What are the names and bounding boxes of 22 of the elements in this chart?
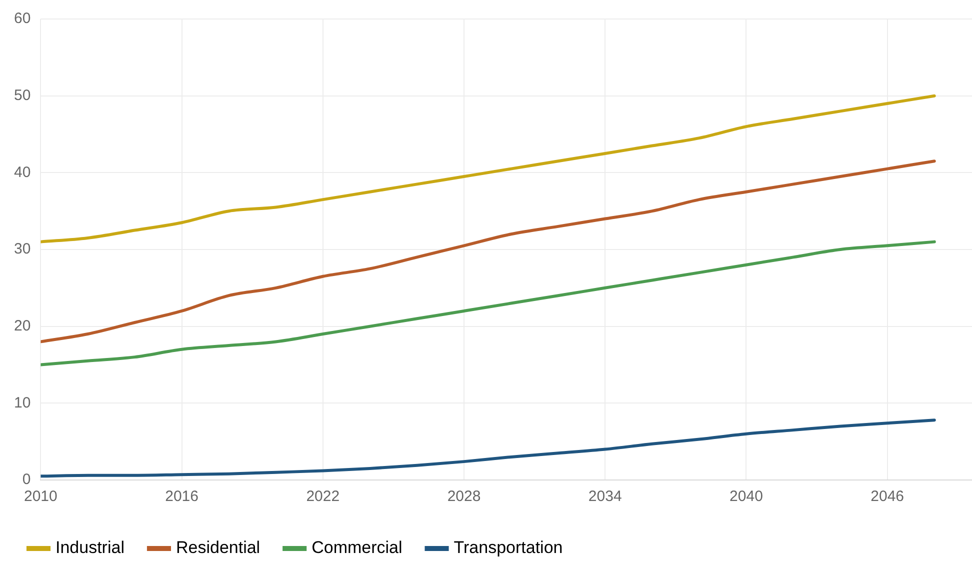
y-tick-label: 40 (14, 164, 31, 181)
y-tick-label: 60 (14, 10, 31, 28)
line-series (40, 240, 936, 366)
x-tick-label: 2046 (870, 488, 904, 506)
y-tick-label: 20 (14, 317, 31, 334)
legend-label: Residential (176, 538, 260, 558)
line-series (40, 160, 936, 344)
x-tick-label: 2016 (165, 488, 198, 506)
legend-label: Transportation (454, 538, 563, 558)
x-tick-label: 2034 (588, 488, 622, 506)
line-series (40, 418, 936, 478)
y-tick-label: 50 (14, 86, 31, 104)
x-tick-label: 2022 (306, 488, 340, 506)
y-tick-label: 30 (14, 240, 31, 258)
legend-label: Industrial (56, 538, 124, 558)
line-series (40, 94, 936, 244)
legend-label: Commercial (312, 538, 402, 558)
x-tick-label: 2010 (24, 488, 58, 506)
x-tick-label: 2028 (447, 488, 481, 506)
x-tick-label: 2040 (730, 488, 763, 506)
y-tick-label: 0 (22, 471, 31, 488)
y-tick-label: 10 (14, 394, 31, 412)
